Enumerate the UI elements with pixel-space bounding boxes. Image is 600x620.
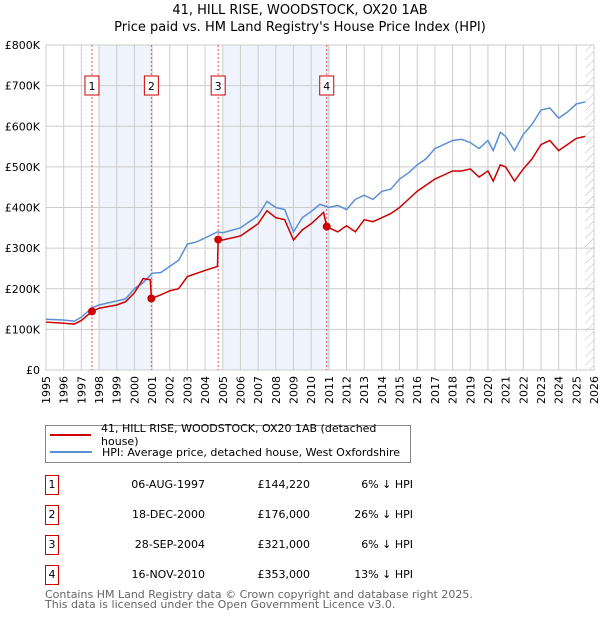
x-tick-label: 1996 xyxy=(58,376,71,404)
x-tick-label: 1995 xyxy=(40,376,53,404)
sale-price: £144,220 xyxy=(257,478,311,491)
x-tick-label: 2020 xyxy=(482,376,495,404)
sale-marker-number: 2 xyxy=(148,80,155,93)
x-tick-label: 1999 xyxy=(111,376,124,404)
sale-point xyxy=(322,222,331,231)
x-tick-label: 2016 xyxy=(411,376,424,404)
x-tick-label: 2009 xyxy=(287,376,300,404)
x-tick-label: 2000 xyxy=(128,376,141,404)
sale-marker-box xyxy=(319,75,335,96)
x-tick-label: 2001 xyxy=(146,376,159,404)
x-tick-label: 2023 xyxy=(535,376,548,404)
sale-price: £176,000 xyxy=(257,508,311,521)
x-tick-label: 2002 xyxy=(164,376,177,404)
sale-row: 1 06-AUG-1997 £144,220 6% ↓ HPI xyxy=(45,475,465,495)
sale-marker-number: 4 xyxy=(323,80,330,93)
x-tick-label: 2021 xyxy=(500,376,513,404)
y-tick-label: £200K xyxy=(5,283,41,296)
x-tick-label: 2004 xyxy=(199,376,212,404)
sale-hpi-diff: 6% ↓ HPI xyxy=(361,538,413,551)
x-tick-label: 2014 xyxy=(376,376,389,404)
sale-number: 4 xyxy=(45,565,59,585)
x-tick-label: 2018 xyxy=(447,376,460,404)
sale-point xyxy=(87,307,96,316)
sale-marker-box xyxy=(84,75,100,96)
legend-label-hpi: HPI: Average price, detached house, West… xyxy=(102,445,401,459)
x-tick-label: 2017 xyxy=(429,376,442,404)
x-tick-label: 2019 xyxy=(464,376,477,404)
x-tick-label: 2022 xyxy=(517,376,530,404)
sale-row: 2 18-DEC-2000 £176,000 26% ↓ HPI xyxy=(45,505,465,525)
sale-row: 4 16-NOV-2010 £353,000 13% ↓ HPI xyxy=(45,565,465,585)
x-tick-label: 2024 xyxy=(553,376,566,404)
y-tick-label: £800K xyxy=(5,39,41,52)
x-tick-label: 2015 xyxy=(394,376,407,404)
x-tick-label: 2005 xyxy=(217,376,230,404)
sale-number: 2 xyxy=(45,505,59,525)
sale-date: 18-DEC-2000 xyxy=(131,508,205,521)
x-tick-label: 2006 xyxy=(234,376,247,404)
y-tick-label: £700K xyxy=(5,80,41,93)
chart-title: 41, HILL RISE, WOODSTOCK, OX20 1AB xyxy=(172,3,428,18)
x-tick-label: 2012 xyxy=(341,376,354,404)
x-tick-label: 2025 xyxy=(570,376,583,404)
sale-price: £321,000 xyxy=(257,538,311,551)
sale-number: 3 xyxy=(45,535,59,555)
footer-line-1: Contains HM Land Registry data © Crown c… xyxy=(45,588,473,601)
sale-marker-box xyxy=(143,75,159,96)
sale-marker-box xyxy=(210,75,226,96)
x-tick-label: 2026 xyxy=(588,376,600,404)
legend-swatch-property xyxy=(50,434,92,436)
plot-area: 1995 1996 1997 1998 1999 2000 2001 2002 2003 2004… xyxy=(5,39,600,404)
sale-number: 1 xyxy=(45,475,59,495)
sale-date: 06-AUG-1997 xyxy=(131,478,205,491)
sale-row: 3 28-SEP-2004 £321,000 6% ↓ HPI xyxy=(45,535,465,555)
x-tick-label: 2010 xyxy=(305,376,318,404)
sale-point xyxy=(147,294,156,303)
footer: Contains HM Land Registry data © Crown c… xyxy=(45,588,473,611)
x-tick-label: 2003 xyxy=(181,376,194,404)
hpi-line xyxy=(45,101,586,323)
y-tick-label: £400K xyxy=(5,202,41,215)
sale-hpi-diff: 6% ↓ HPI xyxy=(361,478,413,491)
plot-border xyxy=(45,44,595,371)
x-tick-label: 1997 xyxy=(75,376,88,404)
legend-label-property: 41, HILL RISE, WOODSTOCK, OX20 1AB (deta… xyxy=(101,422,377,448)
y-tick-label: £0 xyxy=(26,364,40,377)
legend: 41, HILL RISE, WOODSTOCK, OX20 1AB (deta… xyxy=(45,422,411,463)
sale-hpi-diff: 26% ↓ HPI xyxy=(354,508,413,521)
x-tick-label: 1998 xyxy=(93,376,106,404)
sale-hpi-diff: 13% ↓ HPI xyxy=(354,568,413,581)
y-tick-label: £600K xyxy=(5,120,41,133)
x-tick-label: 2013 xyxy=(358,376,371,404)
y-tick-label: £500K xyxy=(5,161,41,174)
sale-date: 28-SEP-2004 xyxy=(134,538,205,551)
legend-swatch-hpi xyxy=(50,451,92,453)
sale-marker-number: 3 xyxy=(215,80,222,93)
sale-price: £353,000 xyxy=(257,568,311,581)
x-tick-label: 2011 xyxy=(323,376,336,404)
footer-line-2: This data is licensed under the Open Gov… xyxy=(45,598,396,611)
x-tick-label: 2008 xyxy=(270,376,283,404)
y-tick-label: £100K xyxy=(5,323,41,336)
sale-point xyxy=(214,235,223,244)
sale-date: 16-NOV-2010 xyxy=(131,568,205,581)
sale-marker-number: 1 xyxy=(88,80,95,93)
chart-subtitle: Price paid vs. HM Land Registry's House … xyxy=(114,20,486,35)
x-tick-label: 2007 xyxy=(252,376,265,404)
y-tick-label: £300K xyxy=(5,242,41,255)
